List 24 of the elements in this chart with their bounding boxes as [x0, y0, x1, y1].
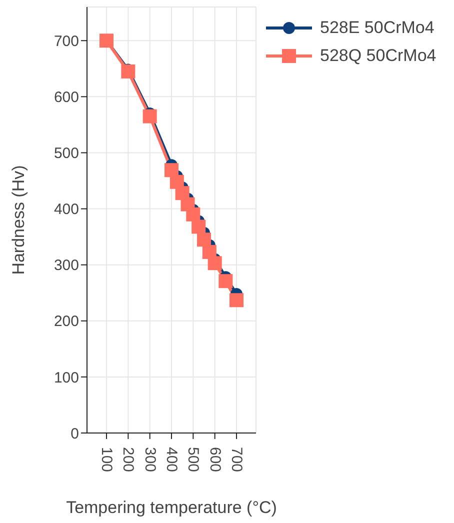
x-axis-title: Tempering temperature (°C): [66, 498, 277, 517]
y-tick-label: 400: [54, 201, 79, 218]
point: [230, 293, 244, 308]
point: [208, 256, 222, 270]
y-tick-label: 500: [54, 145, 79, 162]
y-tick-label: 200: [54, 313, 79, 330]
x-tick-label: 500: [184, 447, 202, 472]
x-tick-label: 700: [228, 447, 245, 472]
y-tick-label: 600: [54, 89, 79, 106]
y-axis-title: Hardness (Hv): [9, 165, 28, 275]
legend-label: 528E 50CrMo4: [320, 18, 434, 38]
legend-label: 528Q 50CrMo4: [320, 46, 436, 66]
point: [121, 64, 136, 78]
x-tick-label: 400: [163, 447, 180, 472]
x-tick-label: 200: [120, 447, 137, 472]
x-tick-label: 300: [141, 447, 158, 472]
y-tick-label: 300: [54, 257, 79, 274]
point: [218, 274, 233, 288]
y-tick-label: 700: [54, 32, 79, 50]
point: [164, 163, 178, 178]
y-tick-label: 0: [70, 425, 79, 442]
x-tick-label: 600: [206, 447, 224, 472]
x-tick-label: 100: [98, 447, 115, 472]
y-tick-label: 100: [54, 369, 79, 386]
